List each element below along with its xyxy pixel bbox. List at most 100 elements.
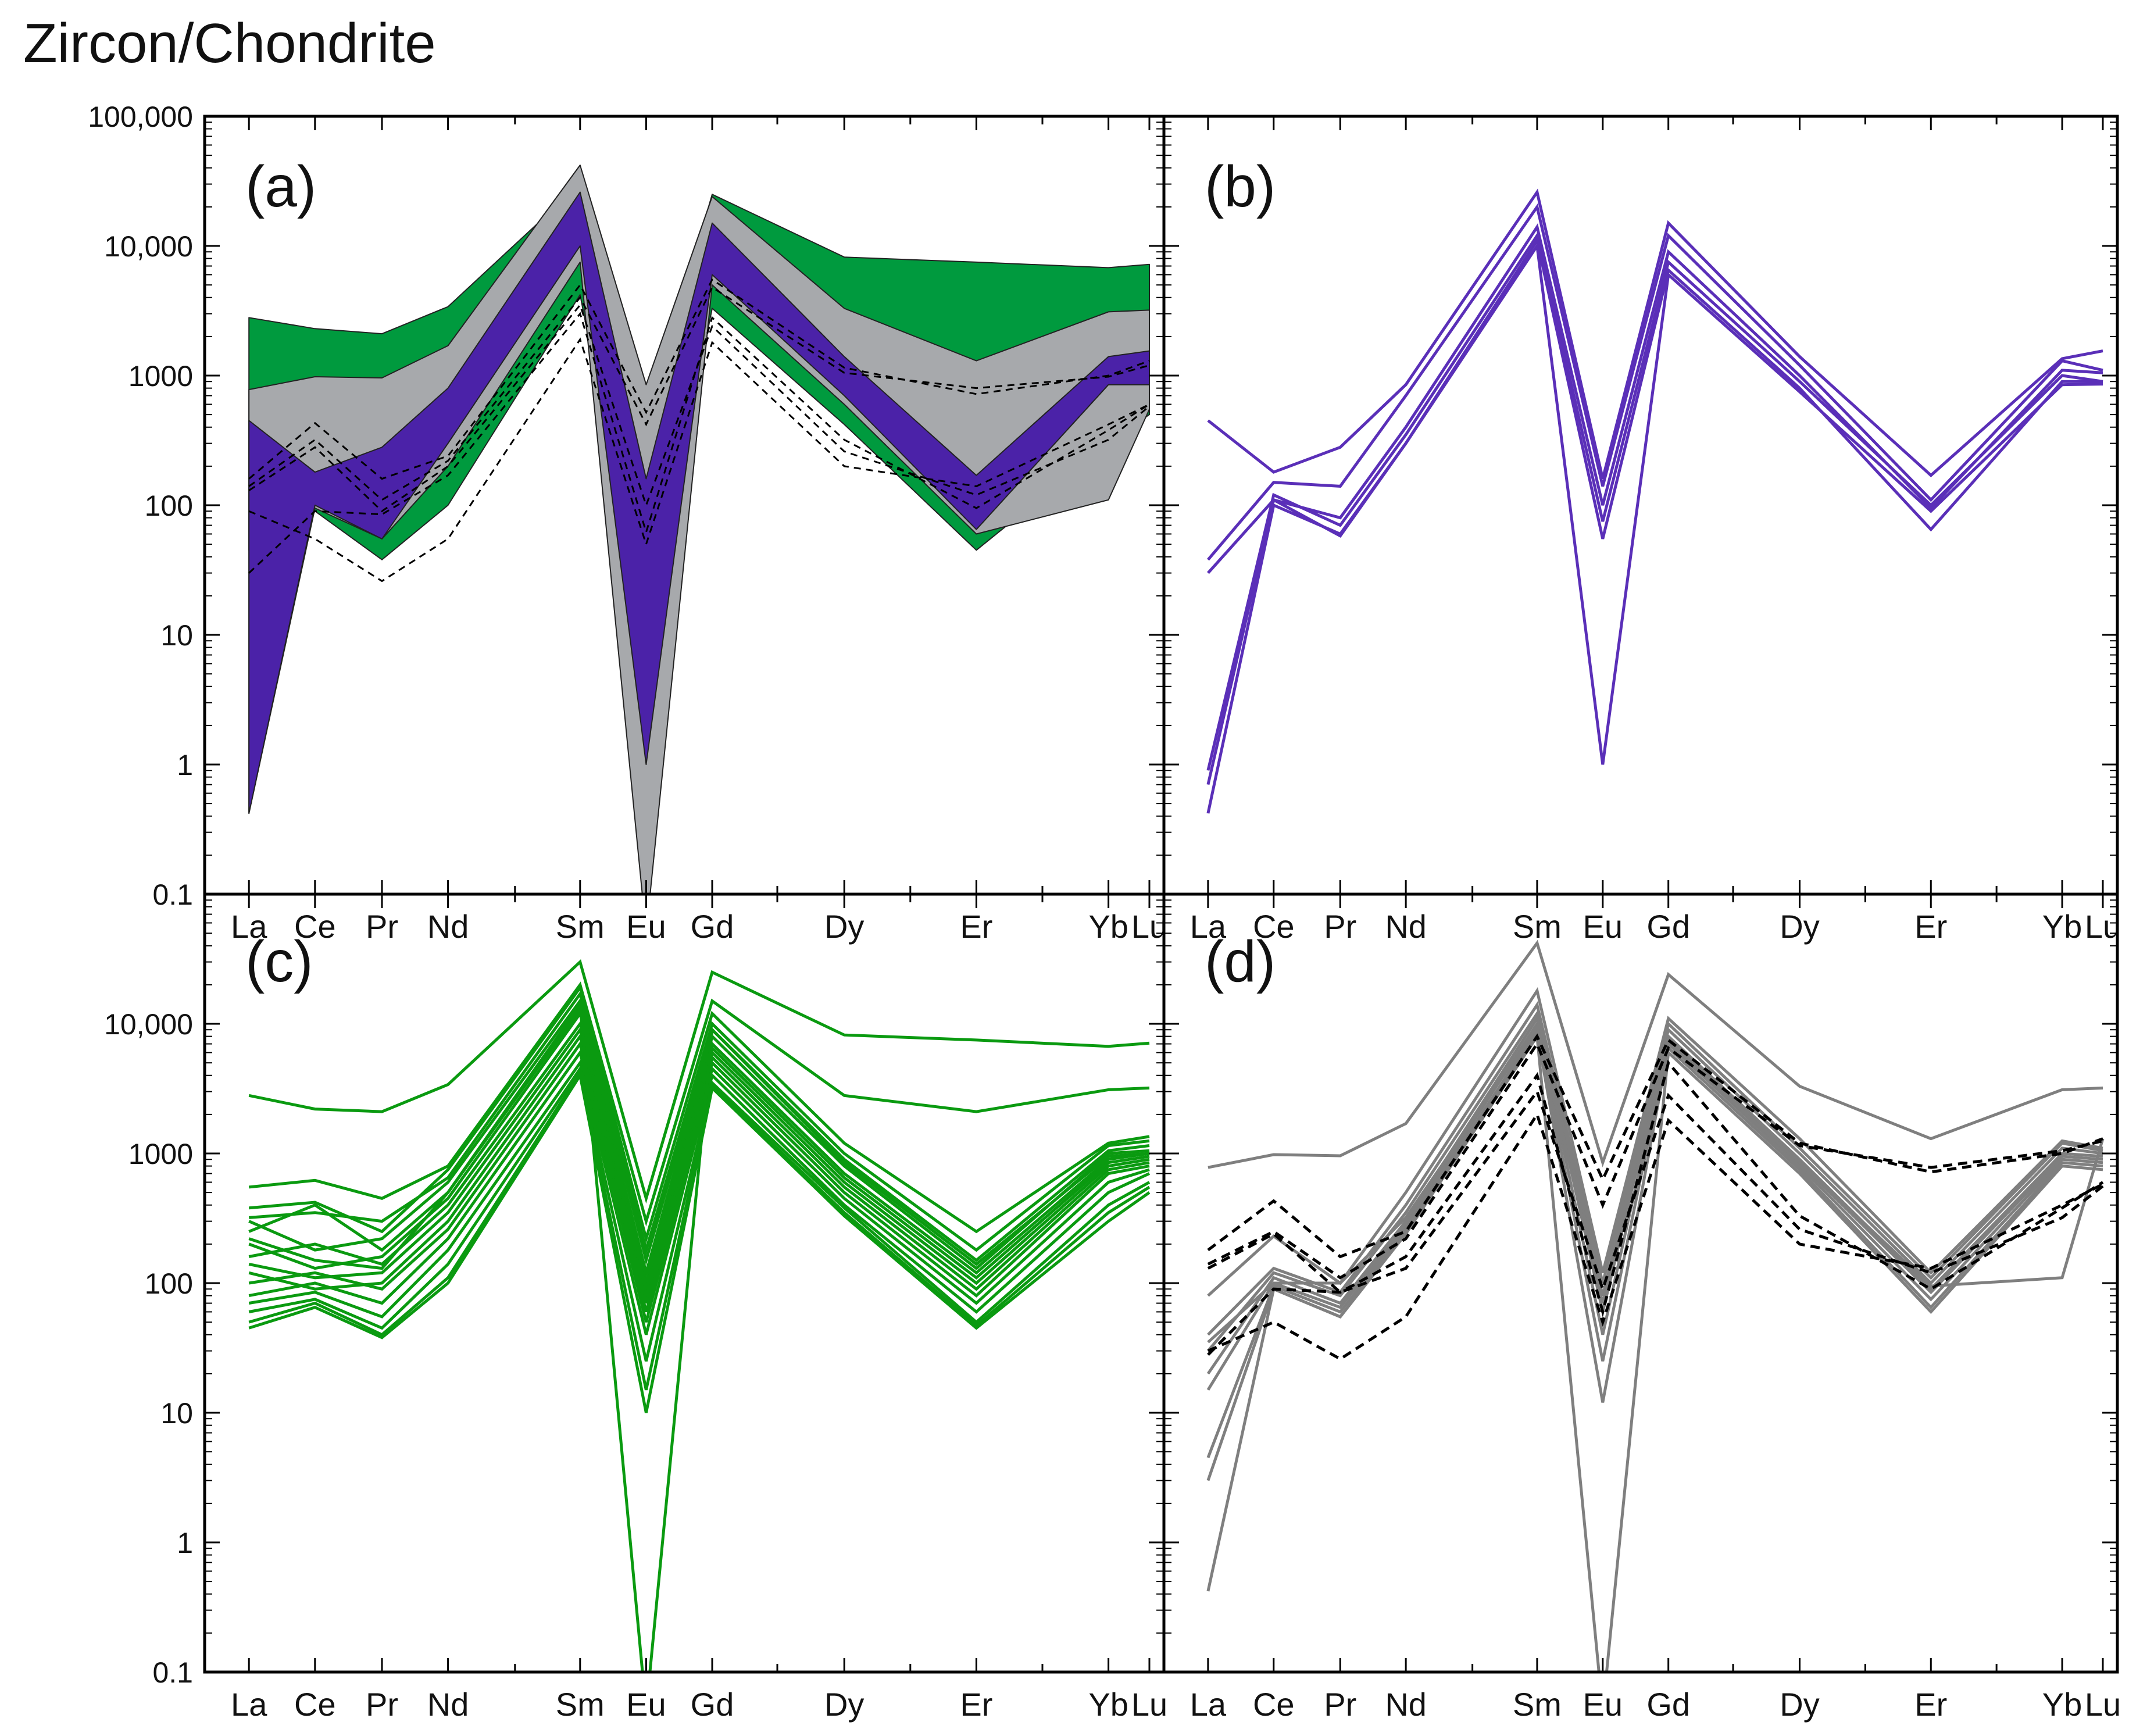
panel-a-xlabel-Nd: Nd [427, 908, 469, 945]
panel-a-dashed-line-5 [248, 337, 1150, 583]
panel-b-frame [1162, 115, 2119, 896]
panel-c-xlabel-Eu: Eu [626, 1686, 666, 1723]
panel-a-band-gray-field [248, 165, 1150, 894]
panel-d-series-7 [1206, 1026, 2103, 1459]
panel-d-xlabel-Sm: Sm [1513, 1686, 1562, 1723]
panel-c-ylabel-2: 100 [145, 1267, 193, 1300]
panel-c-xlabel-Yb: Yb [1088, 1686, 1128, 1723]
panel-b-series-6 [1206, 242, 2103, 814]
panel-a-xlabel-Dy: Dy [824, 908, 864, 945]
panel-d-plot [1206, 940, 2105, 1672]
panel-c-ylabel-4: 1 [177, 1527, 193, 1559]
panel-a-xlabel-Sm: Sm [556, 908, 605, 945]
panel-d-series-1 [1208, 940, 2103, 1169]
panel-b-xlabel-Ce: Ce [1253, 908, 1295, 945]
panel-c-ylabel-0: 10,000 [104, 1008, 193, 1041]
panel-c-xlabel-La: La [231, 1686, 267, 1723]
panel-c-xlabel-Pr: Pr [366, 1686, 398, 1723]
panel-b-label: (b) [1205, 154, 1276, 219]
panel-c-series-8 [248, 1020, 1150, 1295]
panel-d-dashed-line-3 [1207, 1059, 2104, 1356]
panel-c-ylabel-3: 10 [160, 1397, 193, 1430]
panel-c-series-12 [248, 1049, 1150, 1323]
panel-a-xlabel-Ce: Ce [294, 908, 336, 945]
panel-d-label: (d) [1205, 929, 1276, 994]
panel-d-xlabel-Eu: Eu [1583, 1686, 1623, 1723]
panel-c-series-1 [248, 959, 1150, 1204]
panel-a-ylabel-3: 100 [145, 490, 193, 522]
panel-b-xlabel-Nd: Nd [1385, 908, 1427, 945]
panel-a-plot [248, 165, 1150, 894]
panel-c-series-13 [248, 1059, 1151, 1335]
panel-c-xlabel-Dy: Dy [824, 1686, 864, 1723]
panel-a-xlabel-Pr: Pr [366, 908, 398, 945]
panel-a-dashed-line-1 [248, 278, 1150, 480]
panel-a-xlabel-Er: Er [960, 908, 992, 945]
panel-c-xlabel-Sm: Sm [556, 1686, 605, 1723]
panel-b-series-1 [1207, 188, 2103, 480]
panel-c-series-3 [248, 984, 1150, 1244]
panel-c-ylabel-1: 1000 [128, 1138, 193, 1170]
panel-b-series-2 [1206, 203, 2103, 561]
panel-c-series-4 [249, 990, 1150, 1256]
panel-d-frame [1162, 892, 2119, 1674]
panel-d-xlabel-Yb: Yb [2042, 1686, 2082, 1723]
panel-a-ylabel-1: 10,000 [104, 230, 193, 263]
panel-a-dashed-line-2 [248, 285, 1150, 501]
panel-c-plot [248, 959, 1151, 1672]
panel-d-xlabel-Nd: Nd [1385, 1686, 1427, 1723]
panel-c-series-17 [248, 1001, 1150, 1672]
panel-c-series-11 [248, 1040, 1150, 1313]
panel-a-dashed-line-4 [248, 303, 1150, 513]
panel-d-series-4 [1206, 1010, 2103, 1352]
panel-c-series-5 [248, 997, 1150, 1266]
panel-b-series-4 [1206, 232, 2103, 771]
panel-b-xlabel-Yb: Yb [2042, 908, 2082, 945]
panel-c-ylabel-5: 0.1 [152, 1656, 193, 1689]
panel-c-series-2 [248, 981, 1150, 1227]
panel-a-ylabel-2: 1000 [128, 360, 193, 392]
panel-c-xlabel-Er: Er [960, 1686, 992, 1723]
panel-a-dashed-line-3 [248, 312, 1150, 574]
panel-d-series-10 [1207, 1023, 2105, 1344]
panel-d-xlabel-Ce: Ce [1253, 1686, 1295, 1723]
panel-d-xlabel-Dy: Dy [1780, 1686, 1819, 1723]
panel-b-xlabel-Dy: Dy [1780, 908, 1819, 945]
panel-b-xlabel-Eu: Eu [1583, 908, 1623, 945]
panel-a-label: (a) [245, 154, 316, 219]
figure-title: Zircon/Chondrite [23, 12, 436, 74]
panel-b-xlabel-La: La [1190, 908, 1227, 945]
panel-a-xlabel-Yb: Yb [1088, 908, 1128, 945]
panel-d-xlabel-Lu: Lu [2085, 1686, 2121, 1723]
panel-a-xlabel-Gd: Gd [691, 908, 734, 945]
panel-b-xlabel-Er: Er [1914, 908, 1947, 945]
panel-d-series-2 [1207, 987, 2103, 1297]
panel-d-dashed-line-1 [1207, 1033, 2103, 1259]
panel-c-series-15 [248, 1069, 1151, 1391]
panel-a-band-purple-field [248, 191, 1150, 814]
panel-c-xlabel-Gd: Gd [691, 1686, 734, 1723]
panel-a-ylabel-5: 1 [177, 749, 193, 781]
panel-c-series-16 [248, 1071, 1151, 1413]
panel-b-xlabel-Gd: Gd [1646, 908, 1690, 945]
panel-b-xlabel-Lu: Lu [2085, 908, 2121, 945]
panel-c-series-14 [248, 1065, 1151, 1362]
panel-c-xlabel-Nd: Nd [427, 1686, 469, 1723]
panel-d-xlabel-Gd: Gd [1646, 1686, 1690, 1723]
panel-d-xlabel-Er: Er [1914, 1686, 1947, 1723]
panel-a-xlabel-Eu: Eu [626, 908, 666, 945]
panel-b-xlabel-Pr: Pr [1324, 908, 1356, 945]
panel-d-dashed-line-2 [1207, 1041, 2103, 1280]
panel-d-xlabel-Pr: Pr [1324, 1686, 1356, 1723]
panel-a-ylabel-4: 10 [160, 619, 193, 652]
panel-a-ylabel-6: 0.1 [152, 878, 193, 911]
panel-c-label: (c) [245, 929, 313, 994]
panel-a-xlabel-La: La [231, 908, 267, 945]
panel-b-plot [1206, 188, 2103, 814]
panel-a-xlabel-Lu: Lu [1131, 908, 1167, 945]
panel-a-ylabel-0: 100,000 [88, 101, 193, 133]
panel-c-series-9 [248, 1026, 1150, 1302]
panel-c-xlabel-Lu: Lu [1131, 1686, 1167, 1723]
